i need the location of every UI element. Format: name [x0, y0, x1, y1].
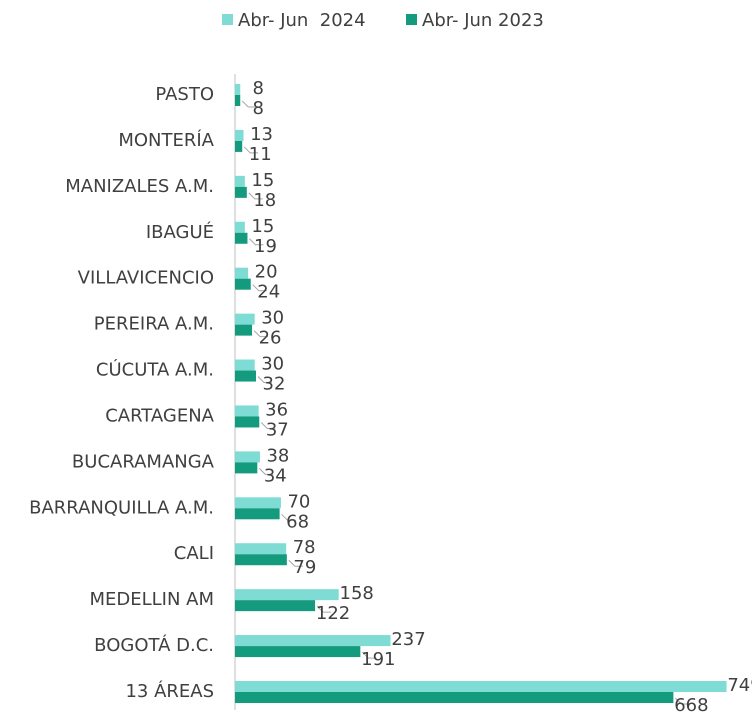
- bar: [235, 589, 339, 601]
- legend-swatch: [222, 14, 233, 25]
- value-label: 668: [674, 695, 708, 713]
- value-label: 24: [257, 282, 280, 303]
- bar: [235, 370, 256, 382]
- bar: [235, 140, 243, 152]
- category-label: BUCARAMANGA: [72, 451, 215, 472]
- leader-line: [316, 605, 332, 613]
- category-label: MANIZALES A.M.: [65, 176, 214, 197]
- category-label: CARTAGENA: [105, 405, 214, 426]
- category-label: CALI: [174, 543, 214, 564]
- leader-line: [248, 192, 263, 200]
- value-label: 749: [727, 675, 752, 696]
- leader-line: [288, 559, 303, 567]
- bar: [235, 95, 241, 106]
- bar: [235, 543, 287, 555]
- leader-line: [258, 468, 274, 475]
- bar: [235, 508, 280, 520]
- bar: [235, 554, 287, 566]
- leader-line: [241, 100, 257, 108]
- value-label: 191: [361, 649, 395, 670]
- category-label: CÚCUTA A.M.: [96, 359, 214, 381]
- value-label: 8: [253, 98, 264, 119]
- value-label: 8: [253, 78, 264, 99]
- bar: [235, 129, 244, 141]
- category-label: MONTERÍA: [118, 129, 214, 151]
- value-label: 34: [264, 465, 287, 486]
- category-label: PASTO: [155, 84, 214, 105]
- bar: [235, 267, 249, 279]
- bar: [235, 416, 260, 428]
- value-label: 237: [391, 629, 425, 650]
- bar: [235, 497, 281, 509]
- value-label: 122: [316, 603, 350, 624]
- bar: [235, 646, 361, 658]
- bar: [235, 232, 248, 244]
- category-label: 13 ÁREAS: [125, 680, 214, 702]
- value-label: 36: [265, 399, 288, 420]
- leader-line: [675, 697, 690, 705]
- bar: [235, 359, 255, 371]
- legend-label: Abr- Jun 2023: [422, 10, 544, 31]
- category-label: MEDELLIN AM: [89, 589, 214, 610]
- value-label: 19: [254, 236, 277, 257]
- leader-line: [281, 513, 296, 521]
- value-label: 79: [293, 557, 316, 578]
- value-label: 26: [259, 328, 282, 349]
- legend-label: Abr- Jun 2024: [238, 10, 366, 31]
- value-label: 13: [250, 124, 273, 145]
- legend-swatch: [406, 14, 417, 25]
- bar: [235, 635, 391, 647]
- bar: [235, 313, 255, 325]
- value-label: 20: [255, 262, 278, 283]
- leader-line: [243, 146, 259, 154]
- bar: [235, 84, 241, 95]
- value-label: 68: [286, 511, 309, 532]
- value-label: 15: [251, 216, 274, 237]
- value-label: 18: [253, 190, 276, 211]
- bar: [235, 681, 727, 692]
- leader-line: [361, 651, 377, 659]
- leader-line: [260, 422, 276, 429]
- category-label: BOGOTÁ D.C.: [94, 634, 214, 656]
- value-label: 70: [287, 491, 310, 512]
- value-label: 32: [263, 374, 286, 395]
- leader-line: [252, 284, 267, 292]
- category-label: PEREIRA A.M.: [94, 314, 214, 335]
- leader-line: [253, 330, 269, 338]
- leader-line: [249, 238, 264, 246]
- value-label: 30: [261, 308, 284, 329]
- bar: [235, 692, 674, 703]
- value-label: 37: [266, 419, 289, 440]
- leader-line: [257, 376, 272, 384]
- value-label: 78: [293, 537, 316, 558]
- bar: [235, 451, 260, 463]
- value-label: 30: [261, 354, 284, 375]
- value-label: 158: [340, 583, 374, 604]
- bar: [235, 221, 245, 233]
- value-label: 15: [251, 170, 274, 191]
- category-label: BARRANQUILLA A.M.: [29, 497, 214, 518]
- bar: [235, 324, 253, 336]
- bar: [235, 278, 251, 290]
- category-label: VILLAVICENCIO: [78, 268, 214, 289]
- bar: [235, 462, 258, 474]
- bar: [235, 175, 245, 187]
- bar: [235, 186, 247, 198]
- value-label: 11: [249, 144, 272, 165]
- category-label: IBAGUÉ: [146, 221, 214, 243]
- bar: [235, 600, 316, 612]
- value-label: 38: [266, 445, 289, 466]
- bar: [235, 405, 259, 417]
